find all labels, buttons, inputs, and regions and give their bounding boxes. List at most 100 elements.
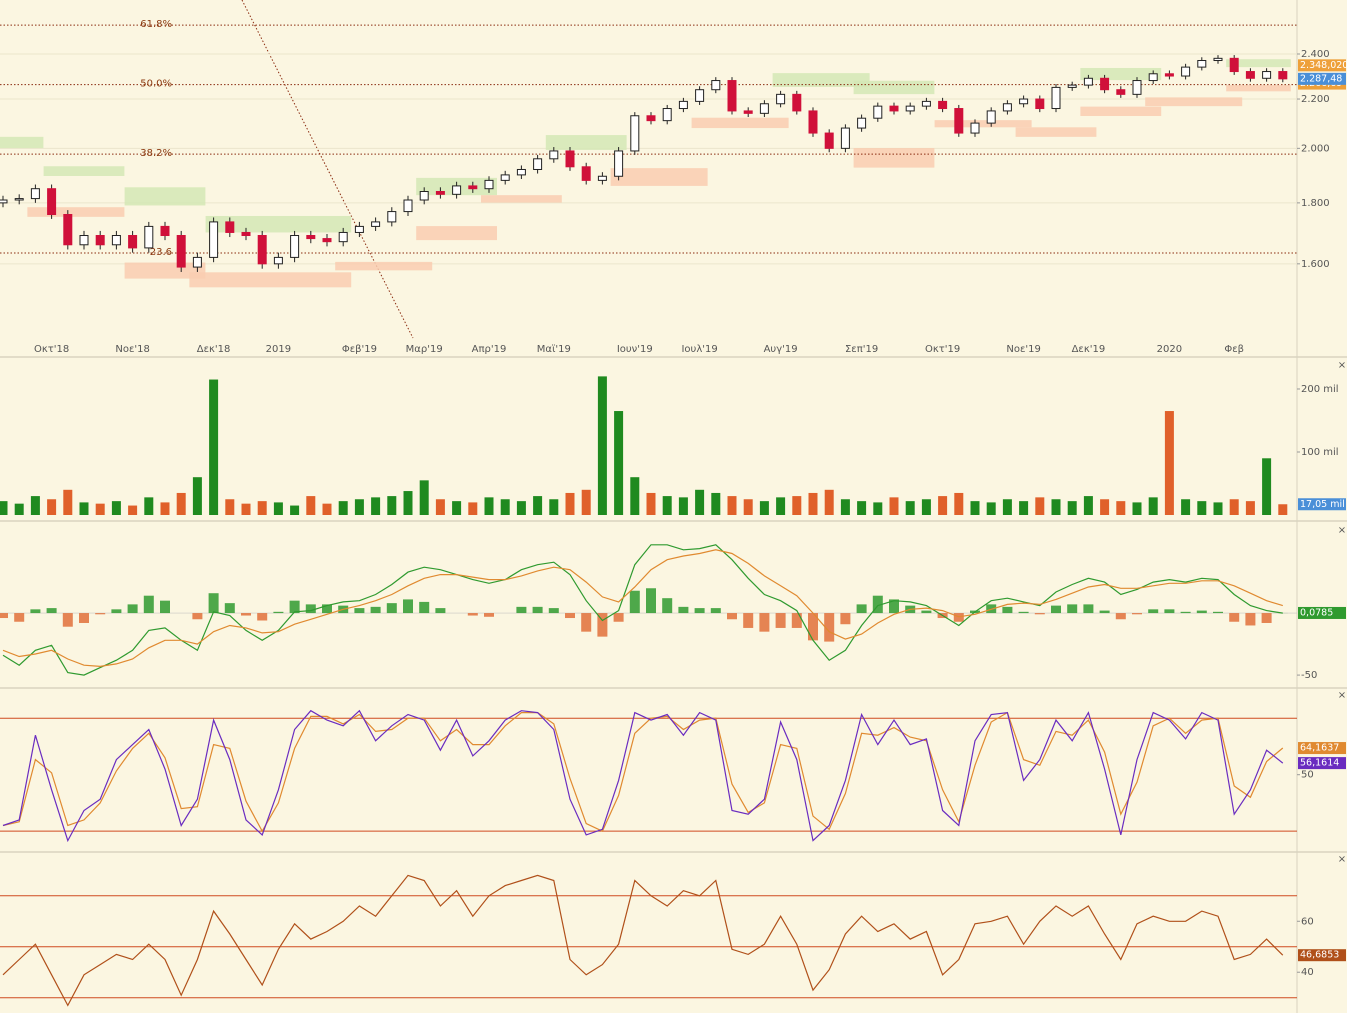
candle-body: [743, 110, 753, 114]
volume-bar: [128, 505, 138, 515]
volume-bar: [435, 499, 445, 515]
close-button[interactable]: ×: [1338, 525, 1346, 536]
volume-bar: [824, 489, 834, 515]
candle-body: [1262, 71, 1272, 79]
candle-body: [921, 100, 931, 107]
volume-bar: [921, 499, 931, 515]
macd-histogram-bar: [1132, 613, 1142, 615]
volume-bar: [1132, 502, 1142, 515]
volume-bar: [468, 502, 478, 515]
candle-body: [468, 185, 478, 190]
macd-histogram-bar: [435, 608, 446, 614]
price-zone: [124, 187, 206, 206]
volume-bar: [1148, 497, 1158, 515]
volume-bar: [711, 492, 721, 515]
macd-histogram-bar: [30, 609, 41, 614]
x-tick-label: Νοε'19: [1006, 344, 1040, 355]
price-zone: [1145, 97, 1243, 107]
candle-body: [273, 256, 283, 265]
volume-bar: [1262, 458, 1272, 515]
candle-body: [63, 214, 73, 246]
volume-bar: [176, 492, 186, 515]
macd-histogram-bar: [548, 608, 559, 614]
x-tick-label: Ιουλ'19: [681, 344, 717, 355]
macd-histogram-bar: [1018, 611, 1029, 614]
x-tick-label: Δεκ'19: [1072, 344, 1106, 355]
x-tick-label: Φεβ'19: [342, 344, 377, 355]
candle-body: [597, 175, 607, 181]
volume-bar: [1197, 501, 1207, 515]
value-badge-label: 46,6853: [1300, 950, 1339, 961]
volume-bar: [387, 496, 397, 515]
macd-histogram-bar: [1164, 609, 1175, 614]
candle-body: [176, 235, 186, 268]
macd-histogram-bar: [1245, 613, 1256, 626]
macd-histogram-bar: [354, 608, 365, 614]
x-tick-label: Δεκ'18: [197, 344, 231, 355]
candle-body: [516, 168, 526, 176]
macd-histogram-bar: [14, 613, 25, 622]
macd-histogram-bar: [791, 613, 802, 628]
macd-histogram-bar: [856, 604, 867, 614]
candle-body: [1100, 77, 1110, 91]
fib-label: 61.8%: [140, 19, 172, 30]
macd-histogram-bar: [613, 613, 624, 622]
x-tick-label: Οκτ'18: [34, 344, 69, 355]
candle-body: [209, 221, 219, 258]
x-tick-label: Μαϊ'19: [537, 344, 571, 355]
price-zone: [1015, 127, 1097, 137]
candle-body: [1116, 89, 1126, 95]
candle-body: [662, 108, 672, 122]
price-zone: [1226, 59, 1291, 68]
price-zone: [853, 148, 935, 168]
candle-body: [889, 105, 899, 112]
candle-body: [1213, 57, 1223, 62]
close-button[interactable]: ×: [1338, 690, 1346, 701]
macd-histogram-bar: [403, 599, 413, 614]
candle-body: [695, 89, 705, 102]
close-button[interactable]: ×: [1338, 360, 1346, 371]
x-tick-label: Αυγ'19: [764, 344, 798, 355]
candle-body: [14, 198, 24, 201]
candle-body: [954, 108, 964, 134]
volume-bar: [144, 497, 154, 515]
y-tick-label: 2.000: [1301, 143, 1330, 154]
value-badge: [1298, 72, 1346, 85]
price-zone: [610, 168, 708, 186]
indicator-line: [2, 874, 1284, 1007]
y-tick-label: 40: [1301, 967, 1314, 978]
candle-body: [192, 256, 202, 268]
candle-body: [1164, 73, 1174, 77]
price-zone: [205, 215, 352, 233]
macd-histogram-bar: [597, 613, 608, 637]
trend-line: [241, 0, 414, 339]
candle-body: [354, 225, 364, 233]
macd-histogram-bar: [257, 613, 268, 621]
candle-body: [1067, 84, 1077, 88]
candle-body: [1132, 80, 1142, 95]
macd-histogram-bar: [565, 613, 575, 619]
price-zone: [43, 166, 125, 176]
volume-bar: [678, 497, 688, 515]
price-zone: [416, 226, 497, 241]
x-tick-label: Μαρ'19: [406, 344, 443, 355]
candle-body: [452, 185, 462, 195]
macd-histogram-bar: [322, 604, 332, 614]
volume-bar: [695, 489, 705, 515]
close-button[interactable]: ×: [1338, 854, 1346, 865]
volume-bar: [1164, 411, 1174, 515]
macd-histogram-bar: [889, 599, 899, 614]
candle-body: [1051, 86, 1061, 110]
volume-bar: [322, 503, 332, 515]
candle-body: [840, 127, 850, 149]
candle-body: [1197, 60, 1207, 68]
volume-bar: [614, 411, 624, 515]
macd-histogram-bar: [273, 611, 284, 614]
macd-histogram-bar: [467, 613, 478, 616]
candle-body: [727, 80, 737, 112]
macd-histogram-bar: [694, 608, 705, 614]
volume-bar: [743, 499, 753, 515]
macd-histogram-bar: [241, 613, 251, 616]
volume-bar: [209, 379, 219, 515]
